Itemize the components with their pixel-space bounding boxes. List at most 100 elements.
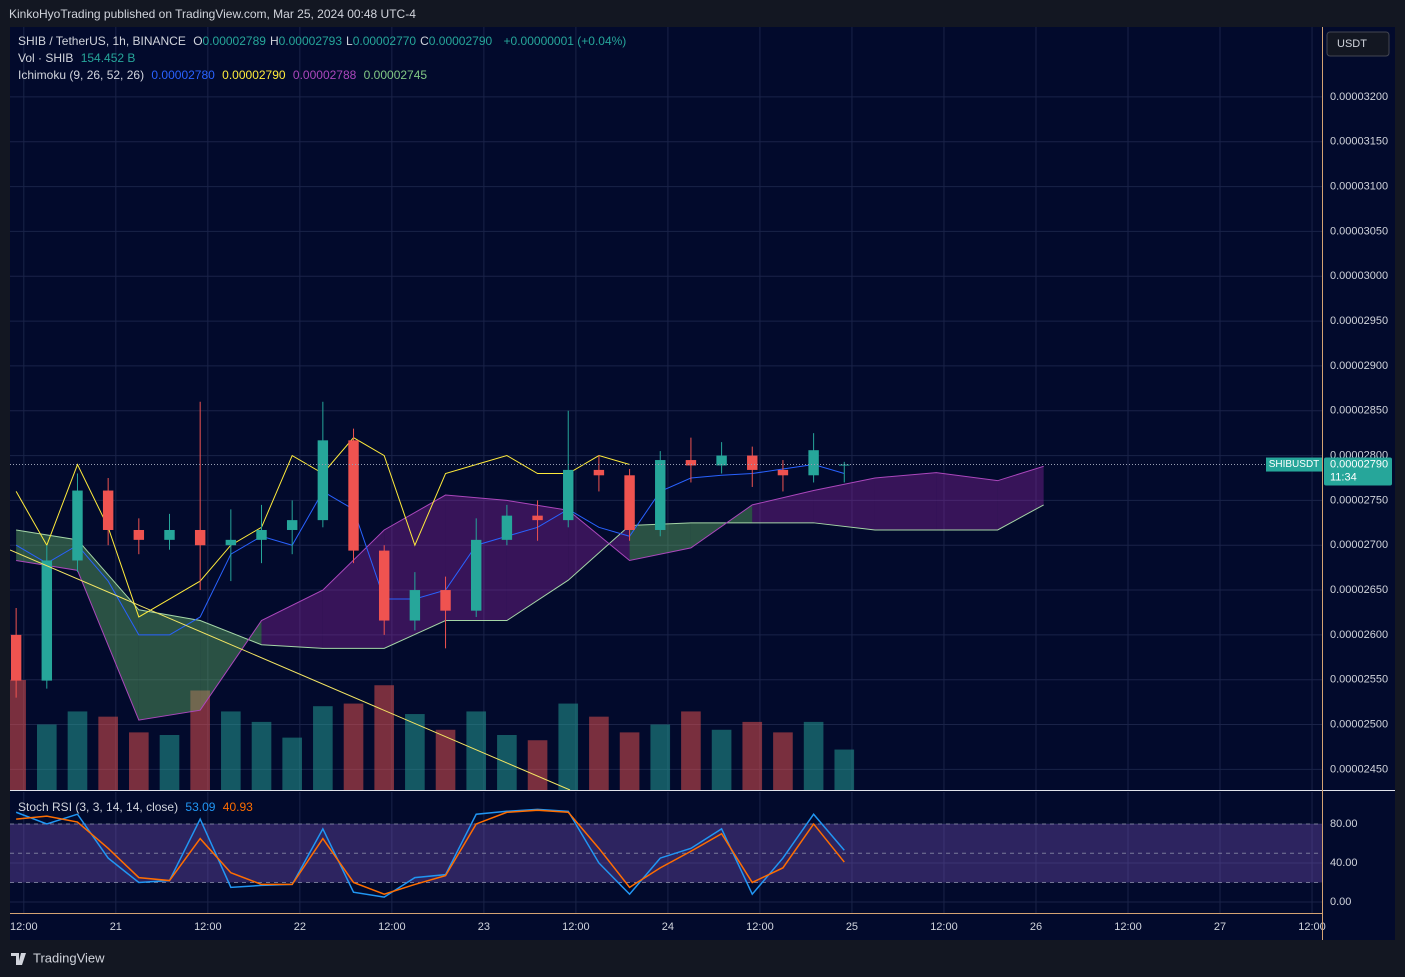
candle-body <box>225 539 237 546</box>
cloud-fill <box>936 472 998 530</box>
y-tick-label: 0.00003000 <box>1330 270 1388 282</box>
candle-body <box>41 560 53 681</box>
y-tick-label: 0.00002450 <box>1330 763 1388 775</box>
candle-body <box>777 469 789 476</box>
volume-bar <box>405 714 425 790</box>
y-tick-label: 40.00 <box>1330 857 1358 869</box>
y-tick-label: 0.00002900 <box>1330 360 1388 372</box>
y-tick-label: 0.00003100 <box>1330 180 1388 192</box>
candle-body <box>72 490 83 561</box>
x-tick-label: 24 <box>662 921 674 933</box>
y-tick-label: 0.00002650 <box>1330 584 1388 596</box>
volume-name: Vol · SHIB <box>18 51 74 65</box>
cloud-fill <box>77 539 139 721</box>
volume-bar <box>773 732 793 790</box>
volume-value: 154.452 B <box>80 51 136 65</box>
volume-bar <box>650 724 671 790</box>
volume-bar <box>803 721 824 790</box>
y-tick-label: 80.00 <box>1330 818 1358 830</box>
volume-bar <box>159 735 180 790</box>
x-tick-label: 12:00 <box>10 921 38 933</box>
currency-button[interactable] <box>1326 31 1390 57</box>
volume-bar <box>374 685 395 790</box>
ichimoku-line <box>15 464 845 636</box>
cloud-fill <box>568 510 630 581</box>
ichimoku-legend: Ichimoku (9, 26, 52, 26) 0.00002780 0.00… <box>18 68 431 82</box>
change: +0.00000001 (+0.04%) <box>503 34 627 48</box>
candle-body <box>563 469 574 521</box>
volume-bar <box>527 740 548 790</box>
volume-bar <box>619 732 640 790</box>
x-tick-label: 12:00 <box>378 921 406 933</box>
volume-legend: Vol · SHIB 154.452 B <box>18 51 139 65</box>
volume-bar <box>834 749 855 790</box>
candle-body <box>10 634 22 681</box>
y-tick-label: 0.00002750 <box>1330 494 1388 506</box>
stoch-d-value: 40.93 <box>222 800 253 814</box>
volume-bar <box>558 703 579 790</box>
volume-bar <box>98 716 118 790</box>
trend-line <box>10 549 571 790</box>
ichimoku-name: Ichimoku (9, 26, 52, 26) <box>18 68 145 82</box>
cloud-fill <box>997 466 1044 530</box>
candle-body <box>133 529 145 540</box>
y-tick-label: 0.00002700 <box>1330 539 1388 551</box>
candle-body <box>440 590 451 611</box>
volume-bar <box>190 690 210 790</box>
x-tick-label: 12:00 <box>1298 921 1326 933</box>
x-tick-label: 12:00 <box>1114 921 1142 933</box>
candle-body <box>808 450 819 476</box>
y-tick-label: 0.00002600 <box>1330 629 1388 641</box>
volume-bar <box>466 711 487 790</box>
candle-body <box>747 455 758 470</box>
countdown-label: 11:34 <box>1330 471 1357 483</box>
candle-body <box>471 539 482 611</box>
cloud-fill <box>261 590 323 649</box>
candle-body <box>685 460 697 466</box>
cloud-fill <box>506 500 569 621</box>
volume-bar <box>435 729 456 790</box>
candle-body <box>624 475 635 530</box>
candle-body <box>501 515 513 540</box>
volume-bar <box>343 703 364 790</box>
x-tick-label: 12:00 <box>562 921 590 933</box>
volume-bar <box>129 732 149 790</box>
candle-body <box>164 529 175 540</box>
ichimoku-value: 0.00002790 <box>222 68 286 82</box>
axes: 12:00 21 12:00 22 12:00 23 12:00 24 12:00 25 12:00… <box>10 91 1392 933</box>
cloud-fill <box>874 472 937 530</box>
currency-label[interactable]: USDT <box>1337 38 1367 50</box>
stoch-legend: Stoch RSI (3, 3, 14, 14, close) 53.09 40… <box>18 800 257 814</box>
publisher: KinkoHyoTrading published on TradingView… <box>9 7 416 21</box>
candle-body <box>409 590 421 621</box>
x-tick-label: 12:00 <box>194 921 222 933</box>
y-tick-label: 0.00002550 <box>1330 674 1388 686</box>
y-tick-label: 0.00003150 <box>1330 136 1388 148</box>
volume-bar <box>681 711 701 790</box>
ohlc-value: 0.00002793 <box>278 34 343 48</box>
cloud-fill <box>322 529 385 649</box>
candle-body <box>194 529 206 546</box>
ichimoku-value: 0.00002745 <box>363 68 428 82</box>
stoch-pane <box>10 792 1322 913</box>
cloud-fill <box>813 477 875 530</box>
ohlc-key: L <box>346 34 353 48</box>
candle-body <box>593 469 605 476</box>
candle-body <box>378 550 390 621</box>
x-tick-label: 21 <box>110 921 122 933</box>
volume-bar <box>589 716 609 790</box>
y-tick-label: 0.00003200 <box>1330 91 1388 103</box>
candle-body <box>655 460 666 530</box>
x-tick-label: 12:00 <box>746 921 774 933</box>
stoch-k-value: 53.09 <box>185 800 216 814</box>
candle-body <box>286 520 298 530</box>
volume-bar <box>251 721 272 790</box>
y-tick-label: 0.00003050 <box>1330 225 1388 237</box>
brand-logo <box>11 953 26 965</box>
chart-background <box>10 27 1395 940</box>
symbol-tag <box>1266 457 1322 472</box>
candle-body <box>532 515 543 521</box>
volume-bar <box>36 724 57 790</box>
y-tick-label: 0.00002850 <box>1330 405 1388 417</box>
